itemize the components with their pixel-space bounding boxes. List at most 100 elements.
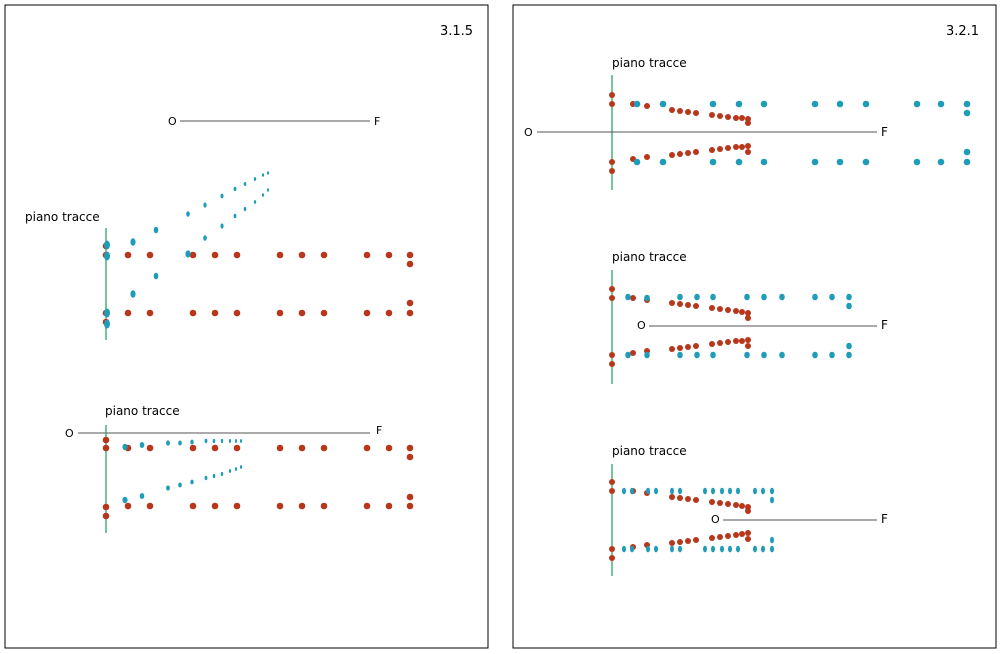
panel-title-right: 3.2.1 — [946, 24, 979, 39]
red-point — [745, 149, 751, 155]
teal-point — [204, 438, 208, 444]
teal-point — [753, 545, 757, 553]
red-point — [233, 309, 241, 317]
red-point — [233, 444, 241, 452]
teal-point — [779, 351, 785, 359]
teal-points-right-3 — [622, 487, 774, 553]
teal-point — [735, 100, 743, 108]
teal-point — [139, 493, 145, 499]
red-point — [733, 308, 739, 314]
red-point — [745, 315, 751, 321]
red-point — [669, 540, 675, 546]
red-point — [124, 309, 132, 317]
red-point — [725, 145, 731, 151]
red-point — [298, 251, 306, 259]
red-point — [685, 109, 691, 115]
red-point — [320, 251, 328, 259]
red-point — [320, 502, 328, 510]
teal-point — [709, 158, 717, 166]
focus-label: F — [376, 424, 382, 437]
red-point — [677, 108, 683, 114]
teal-point — [153, 226, 159, 234]
red-point — [644, 154, 650, 160]
teal-point — [240, 439, 242, 443]
teal-point — [240, 465, 242, 469]
teal-point — [720, 487, 724, 495]
teal-point — [694, 351, 700, 359]
teal-point — [678, 487, 682, 495]
teal-point — [220, 438, 224, 444]
teal-point — [770, 545, 774, 553]
red-point — [385, 309, 393, 317]
teal-point — [220, 223, 224, 229]
red-point — [717, 146, 723, 152]
teal-points-lower-left — [122, 438, 242, 504]
red-point — [146, 502, 154, 510]
red-point — [363, 444, 371, 452]
teal-point — [937, 100, 945, 108]
teal-point — [130, 238, 136, 246]
red-point — [124, 502, 132, 510]
red-point — [717, 340, 723, 346]
red-point — [146, 444, 154, 452]
red-point — [693, 497, 699, 503]
red-point — [669, 494, 675, 500]
red-point — [717, 306, 723, 312]
red-point — [739, 309, 745, 315]
teal-point — [243, 182, 247, 186]
teal-point — [694, 293, 700, 301]
focus-label: F — [881, 125, 888, 139]
teal-point — [678, 545, 682, 553]
red-point — [677, 301, 683, 307]
red-point — [669, 152, 675, 158]
teal-point — [829, 351, 835, 359]
red-point — [725, 533, 731, 539]
red-point — [685, 496, 691, 502]
red-point — [189, 502, 197, 510]
red-point — [385, 251, 393, 259]
teal-point — [646, 545, 650, 553]
red-point — [725, 307, 731, 313]
teal-point — [812, 293, 818, 301]
teal-point — [735, 158, 743, 166]
red-point — [298, 502, 306, 510]
teal-point — [744, 293, 750, 301]
red-point — [211, 309, 219, 317]
red-point — [146, 251, 154, 259]
teal-point — [190, 439, 194, 445]
teal-point — [625, 351, 631, 359]
red-point — [745, 508, 751, 514]
red-point — [693, 343, 699, 349]
teal-point — [190, 479, 194, 485]
red-point — [745, 536, 751, 542]
teal-point — [862, 158, 870, 166]
red-point — [685, 344, 691, 350]
teal-point — [178, 482, 182, 488]
teal-point — [963, 100, 971, 108]
red-point — [233, 502, 241, 510]
trace-plane-label: piano tracce — [612, 444, 687, 458]
red-point — [609, 92, 615, 98]
red-point — [693, 149, 699, 155]
teal-point — [770, 536, 774, 544]
focus-label: F — [374, 115, 380, 128]
teal-point — [728, 487, 732, 495]
red-point — [725, 501, 731, 507]
teal-point — [770, 487, 774, 495]
red-points-lower-left — [102, 436, 414, 520]
red-point — [385, 502, 393, 510]
teal-point — [728, 545, 732, 553]
teal-points-upper-left — [104, 171, 269, 329]
teal-point — [646, 487, 650, 495]
red-point — [211, 444, 219, 452]
red-point — [320, 444, 328, 452]
origin-label: O — [168, 115, 177, 128]
teal-point — [760, 158, 768, 166]
teal-point — [104, 308, 110, 318]
red-point — [745, 343, 751, 349]
trace-plane-label: piano tracce — [25, 210, 100, 224]
teal-point — [153, 272, 159, 280]
teal-point — [770, 496, 774, 504]
red-points-right-2 — [609, 286, 751, 367]
red-point — [609, 488, 615, 494]
